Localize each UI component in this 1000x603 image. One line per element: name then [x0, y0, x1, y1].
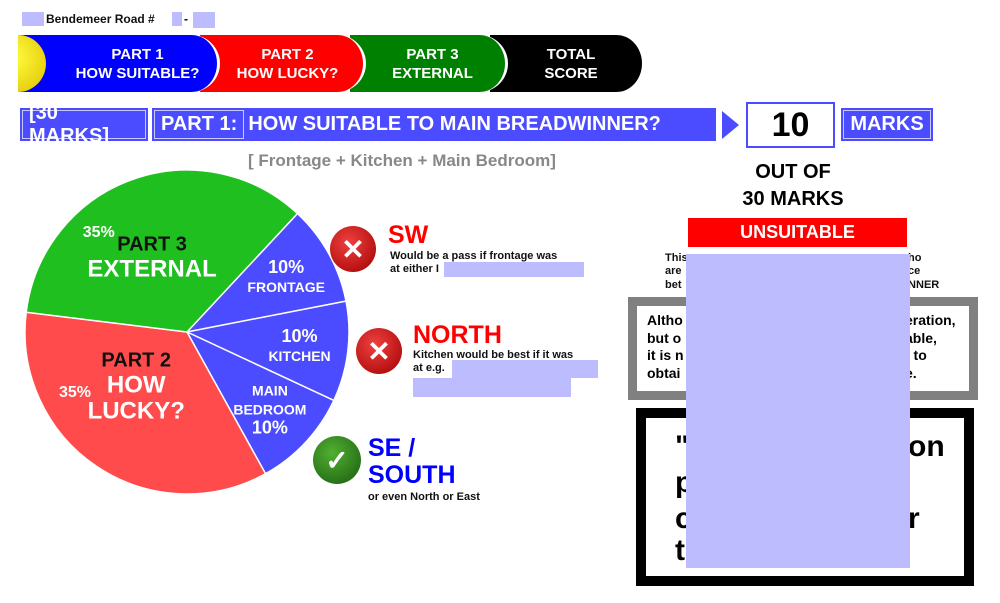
nav-line: PART 3: [406, 45, 459, 63]
quote-fragment: r: [908, 502, 920, 535]
nav-line: PART 1: [111, 45, 164, 63]
gray-box-right: eration, able, t to e.: [905, 312, 956, 382]
quote-fragment: on: [908, 430, 945, 463]
explanation-fragment: are: [665, 265, 682, 277]
marks-total-text: [30 MARKS]: [22, 102, 146, 147]
slice-label: 10% KITCHEN: [268, 326, 330, 364]
part-label: PART 1:: [154, 110, 245, 139]
out-of-line: 30 MARKS: [742, 188, 844, 210]
explanation-fragment: INNER: [905, 279, 940, 291]
explanation-fragment: bet: [665, 279, 682, 291]
nav-part1[interactable]: PART 1 HOW SUITABLE?: [18, 35, 220, 92]
quote-fragment: ": [675, 430, 690, 463]
direction-line: SE /: [368, 434, 416, 462]
pie-slice: [184, 300, 350, 402]
nav-line: HOW SUITABLE?: [75, 64, 200, 82]
text-fragment: obtai: [647, 364, 681, 381]
nav-part3[interactable]: PART 3 EXTERNAL: [350, 35, 508, 92]
note-line: at either I: [390, 263, 439, 275]
nav-line: HOW LUCKY?: [236, 64, 339, 82]
fail-x-icon: ✕: [356, 328, 402, 374]
arrow-right-icon: [722, 111, 739, 139]
nav-line: SCORE: [544, 64, 598, 82]
part-title-bar: PART 1: HOW SUITABLE TO MAIN BREADWINNER?: [152, 108, 716, 141]
direction-line: SOUTH: [368, 461, 456, 489]
address-sep: -: [184, 12, 188, 26]
address: Bendemeer Road #: [46, 12, 155, 26]
note-line: Would be a pass if frontage was: [390, 250, 558, 262]
slice-label: PART 3 EXTERNAL: [87, 233, 216, 282]
nav-line: TOTAL: [546, 45, 596, 63]
slice-value: 35%: [83, 224, 115, 241]
text-fragment: it is n: [647, 347, 684, 363]
finding-direction: SW: [388, 221, 429, 249]
text-fragment: able,: [905, 329, 937, 346]
finding-direction: NORTH: [413, 321, 502, 349]
explanation-fragment: ce: [908, 265, 921, 277]
redaction: [22, 12, 44, 26]
pie-slice: [24, 311, 267, 495]
verdict-badge: UNSUITABLE: [688, 218, 907, 247]
pie-slice: [25, 169, 299, 333]
gray-box-left: Altho but o it is n obtai: [647, 312, 684, 382]
out-of: OUT OF 30 MARKS: [693, 159, 893, 213]
marks-unit: MARKS: [841, 108, 933, 141]
explanation-fragment: ho: [908, 252, 922, 264]
nav-part2[interactable]: PART 2 HOW LUCKY?: [200, 35, 366, 92]
marks-unit-text: MARKS: [843, 110, 931, 139]
text-fragment: Altho: [647, 312, 683, 328]
address-text: Bendemeer Road #: [46, 12, 155, 26]
part-question: HOW SUITABLE TO MAIN BREADWINNER?: [248, 113, 661, 135]
text-fragment: t to: [905, 347, 927, 363]
subtitle: [ Frontage + Kitchen + Main Bedroom]: [248, 151, 556, 170]
note-line: at e.g.: [413, 362, 445, 374]
pie-chart: 10% FRONTAGE 10% KITCHEN MAIN BEDROOM 10% PART …: [24, 169, 350, 495]
finding-direction: SE / SOUTH: [368, 435, 456, 489]
redaction: [452, 360, 598, 378]
slice-label: PART 2 HOW LUCKY?: [88, 349, 185, 424]
redaction: [172, 12, 182, 26]
finding-note: Kitchen would be best if it was at e.g.: [413, 349, 573, 375]
text-fragment: e.: [905, 364, 917, 381]
slice-label: 10% FRONTAGE: [247, 257, 325, 295]
nav-line: EXTERNAL: [392, 64, 473, 82]
nav-line: PART 2: [261, 45, 314, 63]
note-line: Kitchen would be best if it was: [413, 349, 574, 361]
marks-total-label: [30 MARKS]: [20, 102, 148, 147]
finding-note: or even North or East: [368, 491, 480, 503]
redaction: [413, 378, 571, 397]
explanation-fragment: This: [665, 252, 688, 264]
redaction: [686, 254, 910, 568]
text-fragment: eration,: [905, 312, 956, 328]
quote-fragment: t: [675, 534, 685, 567]
pie-slice: [184, 212, 347, 334]
slice-label: MAIN BEDROOM 10%: [233, 382, 306, 437]
pie-slice: [185, 330, 335, 475]
slice-value: 35%: [59, 384, 91, 401]
text-fragment: but o: [647, 329, 682, 346]
fail-x-icon: ✕: [330, 226, 376, 272]
redaction: [444, 262, 584, 277]
finding-note: Would be a pass if frontage was at either…: [390, 250, 557, 276]
redaction: [193, 12, 215, 28]
score-value: 10: [746, 102, 835, 148]
pass-check-icon: ✓: [313, 436, 361, 484]
nav-total-score[interactable]: TOTAL SCORE: [490, 35, 645, 92]
out-of-line: OUT OF: [755, 161, 831, 183]
